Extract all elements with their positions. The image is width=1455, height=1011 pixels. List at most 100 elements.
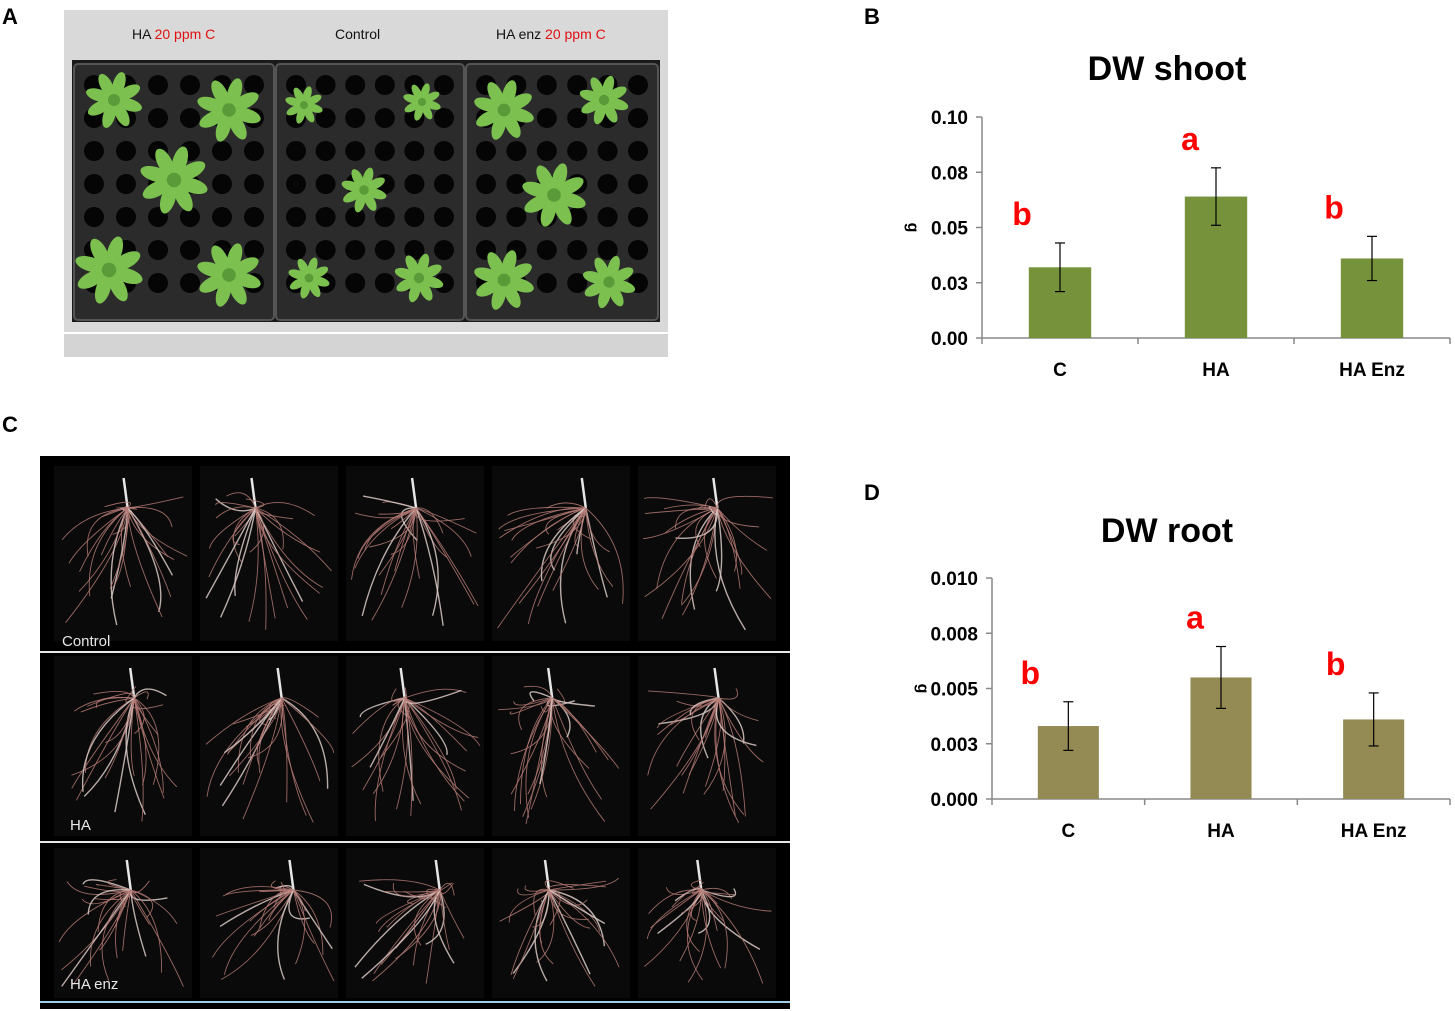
dw-root-chart: DW root 0.000 0.003 0.005 0.008 0.010 g b Ca HA b H… bbox=[914, 512, 1451, 842]
root-strand bbox=[404, 697, 448, 756]
root-strand bbox=[293, 889, 306, 965]
root-strand bbox=[105, 697, 135, 743]
leaf bbox=[503, 283, 521, 308]
tray-cell bbox=[286, 240, 306, 260]
tray-cell bbox=[244, 75, 264, 95]
rosette-center bbox=[497, 103, 511, 117]
tray-cell bbox=[476, 141, 496, 161]
y-tick-label: 0.08 bbox=[931, 163, 968, 184]
root-strand bbox=[686, 889, 702, 952]
root-strand bbox=[249, 697, 282, 760]
root-strand bbox=[644, 507, 718, 514]
root-strand bbox=[228, 697, 283, 777]
root-strand bbox=[86, 507, 128, 557]
leaf bbox=[421, 104, 433, 120]
tray-cell bbox=[506, 207, 527, 227]
tray-cell bbox=[506, 141, 527, 161]
panel-label-b: B bbox=[864, 4, 880, 29]
root-stem bbox=[128, 667, 136, 699]
root-strand bbox=[548, 889, 596, 987]
root-strand bbox=[647, 697, 719, 776]
root-scan-cell bbox=[492, 848, 630, 998]
root-strand bbox=[551, 697, 606, 822]
leaf bbox=[177, 161, 206, 181]
root-strand bbox=[412, 889, 441, 966]
root-strand bbox=[112, 507, 129, 589]
tray-cell bbox=[597, 240, 618, 260]
root-strand bbox=[404, 697, 479, 738]
leaf bbox=[351, 169, 365, 188]
leaf bbox=[199, 274, 226, 293]
y-tick-label: 0.008 bbox=[930, 624, 978, 645]
root-strand bbox=[541, 697, 553, 798]
root-strand bbox=[355, 507, 417, 519]
root-strand bbox=[646, 889, 702, 939]
tray-cell bbox=[212, 141, 232, 161]
root-strand bbox=[354, 889, 441, 968]
root-strand bbox=[704, 697, 722, 787]
rosette-center bbox=[108, 94, 120, 106]
root-strand bbox=[415, 507, 444, 626]
root-strand bbox=[100, 507, 128, 556]
root-strand bbox=[205, 507, 257, 599]
tray-cell bbox=[180, 75, 200, 95]
root-strand bbox=[293, 889, 315, 944]
root-strand bbox=[205, 697, 282, 745]
tray-cell bbox=[345, 75, 366, 95]
root-strand bbox=[255, 507, 288, 609]
photo-label-control: Control bbox=[335, 26, 381, 42]
leaf bbox=[108, 273, 128, 302]
tray-cell bbox=[567, 273, 588, 293]
row-label-ha: HA bbox=[70, 817, 91, 834]
root-strand bbox=[255, 502, 315, 517]
plant-rosette bbox=[403, 83, 441, 121]
root-strand bbox=[551, 697, 603, 800]
tray-cell bbox=[345, 108, 366, 128]
rosette-center bbox=[304, 273, 314, 283]
leaf bbox=[289, 277, 307, 290]
plant-rosette bbox=[579, 75, 629, 125]
root-strand bbox=[548, 880, 607, 891]
tray-cell bbox=[476, 174, 496, 194]
root-strand bbox=[539, 697, 553, 785]
root-strand bbox=[82, 879, 132, 891]
tray-cell bbox=[506, 174, 527, 194]
root-strand bbox=[715, 507, 723, 592]
root-scan-cell bbox=[638, 466, 776, 641]
tray-cell bbox=[148, 108, 168, 128]
y-axis-label: g bbox=[914, 684, 931, 694]
root-strand bbox=[255, 507, 320, 594]
root-strand bbox=[497, 507, 587, 629]
root-strand bbox=[701, 889, 718, 931]
tray-cell bbox=[597, 141, 618, 161]
leaf bbox=[303, 107, 315, 123]
leaf bbox=[308, 280, 321, 298]
root-strand bbox=[698, 504, 718, 510]
root-strand bbox=[380, 507, 417, 595]
root-strand bbox=[354, 507, 417, 569]
root-strand bbox=[404, 697, 467, 752]
root-strand bbox=[690, 889, 702, 921]
root-scan-photo: Control HA HA enz bbox=[40, 456, 790, 1009]
chart-title: DW shoot bbox=[1088, 50, 1247, 88]
tray-cell bbox=[628, 141, 648, 161]
root-strand bbox=[648, 889, 702, 915]
significance-letter: b bbox=[1324, 189, 1344, 225]
root-strand bbox=[551, 697, 620, 769]
leaf bbox=[232, 92, 259, 111]
root-strand bbox=[65, 507, 129, 624]
leaf bbox=[404, 101, 420, 113]
root-strand bbox=[85, 697, 135, 773]
root-strand bbox=[75, 697, 135, 801]
root-strand bbox=[714, 507, 746, 631]
y-tick-label: 0.10 bbox=[931, 108, 968, 129]
tray-cell bbox=[315, 174, 336, 194]
root-strand bbox=[415, 507, 477, 534]
root-strand bbox=[529, 691, 553, 702]
leaf bbox=[503, 113, 521, 138]
root-strand bbox=[281, 697, 329, 789]
leaf bbox=[487, 82, 505, 107]
root-strand bbox=[208, 507, 256, 578]
root-strand bbox=[523, 685, 553, 699]
root-strand bbox=[115, 889, 132, 928]
